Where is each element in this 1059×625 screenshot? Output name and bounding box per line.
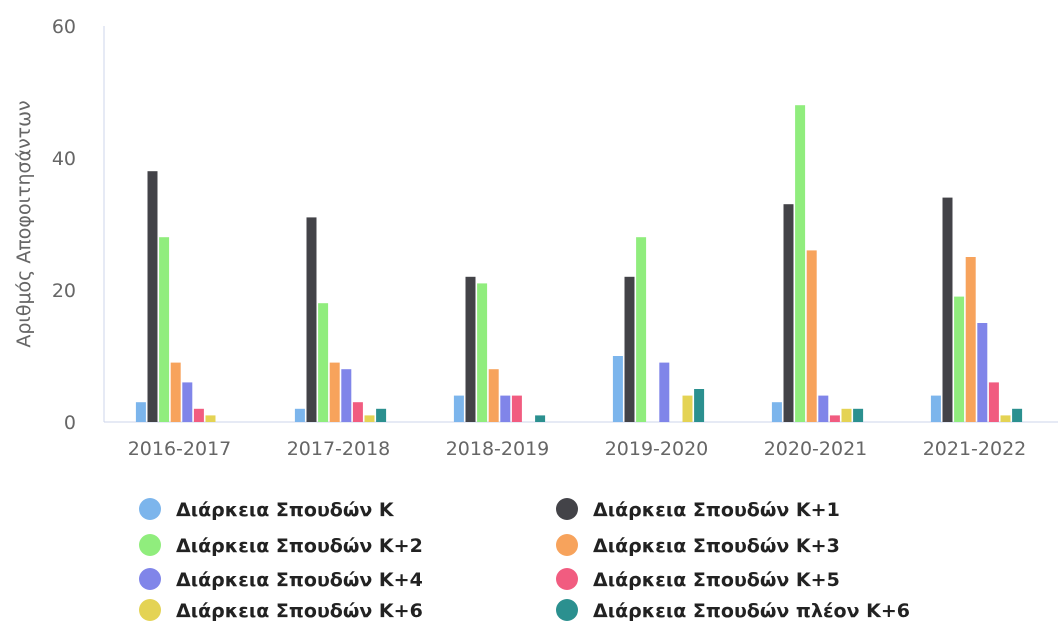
x-tick-label: 2020-2021 (764, 438, 868, 460)
bar-2019-2020-series-7[interactable] (682, 395, 693, 422)
legend-label: Διάρκεια Σπουδών Κ (176, 499, 395, 521)
legend-label: Διάρκεια Σπουδών Κ+3 (593, 535, 840, 557)
legend-marker (139, 599, 161, 621)
legend-label: Διάρκεια Σπουδών πλέον Κ+6 (593, 600, 910, 621)
legend-label: Διάρκεια Σπουδών Κ+2 (176, 535, 423, 557)
bar-2019-2020-series-2[interactable] (624, 276, 635, 422)
x-tick-label: 2019-2020 (605, 438, 709, 460)
bar-2017-2018-series-1[interactable] (294, 408, 305, 422)
bar-2021-2022-series-1[interactable] (930, 395, 941, 422)
bar-2017-2018-series-4[interactable] (329, 362, 340, 422)
bar-2019-2020-series-1[interactable] (612, 356, 623, 422)
bar-2017-2018-series-8[interactable] (376, 408, 387, 422)
bar-2020-2021-series-7[interactable] (841, 408, 852, 422)
legend-marker (139, 498, 161, 520)
legend-label: Διάρκεια Σπουδών Κ+4 (176, 569, 423, 591)
bar-2020-2021-series-5[interactable] (818, 395, 829, 422)
bar-2021-2022-series-5[interactable] (977, 323, 988, 422)
legend-marker (556, 498, 578, 520)
bar-2018-2019-series-3[interactable] (477, 283, 488, 422)
bar-2019-2020-series-5[interactable] (659, 362, 670, 422)
bar-2021-2022-series-3[interactable] (954, 296, 965, 422)
bar-2020-2021-series-6[interactable] (829, 415, 840, 422)
y-axis-title: Αριθμός Αποφοιτησάντων (13, 100, 35, 347)
bar-2020-2021-series-3[interactable] (795, 105, 806, 422)
bar-2021-2022-series-7[interactable] (1000, 415, 1011, 422)
legend-item[interactable]: Διάρκεια Σπουδών Κ (139, 498, 395, 521)
bar-2018-2019-series-6[interactable] (511, 395, 522, 422)
bar-2018-2019-series-4[interactable] (488, 369, 499, 422)
y-axis-ticks: 0 20 40 60 (52, 16, 76, 434)
y-tick-label: 0 (64, 412, 76, 434)
legend-item[interactable]: Διάρκεια Σπουδών Κ+1 (556, 498, 840, 521)
bar-2018-2019-series-8[interactable] (535, 415, 546, 422)
bar-2017-2018-series-5[interactable] (341, 369, 352, 422)
bar-2016-2017-series-4[interactable] (170, 362, 181, 422)
bar-2018-2019-series-5[interactable] (500, 395, 511, 422)
bar-2020-2021-series-8[interactable] (853, 408, 864, 422)
bar-2016-2017-series-5[interactable] (182, 382, 193, 422)
bar-2016-2017-series-6[interactable] (193, 408, 204, 422)
bar-2019-2020-series-8[interactable] (694, 389, 705, 422)
bar-2020-2021-series-1[interactable] (771, 402, 782, 422)
bar-2021-2022-series-4[interactable] (965, 257, 976, 422)
x-tick-label: 2017-2018 (287, 438, 391, 460)
bar-2020-2021-series-2[interactable] (783, 204, 794, 422)
bar-2020-2021-series-4[interactable] (806, 250, 817, 422)
bar-2017-2018-series-6[interactable] (352, 402, 363, 422)
bar-2017-2018-series-3[interactable] (318, 303, 329, 422)
bar-2016-2017-series-7[interactable] (205, 415, 216, 422)
bar-2019-2020-series-3[interactable] (636, 237, 647, 422)
bar-2018-2019-series-1[interactable] (453, 395, 464, 422)
bars-group (135, 105, 1023, 422)
bar-2021-2022-series-2[interactable] (942, 197, 953, 422)
bar-2016-2017-series-3[interactable] (159, 237, 170, 422)
legend-marker (556, 568, 578, 590)
legend-marker (556, 599, 578, 621)
legend-label: Διάρκεια Σπουδών Κ+5 (593, 569, 840, 591)
bar-2016-2017-series-1[interactable] (135, 402, 146, 422)
legend-label: Διάρκεια Σπουδών Κ+1 (593, 499, 840, 521)
legend: Διάρκεια Σπουδών Κ Διάρκεια Σπουδών Κ+1 Δι… (139, 498, 910, 622)
y-tick-label: 60 (52, 16, 76, 38)
bar-2018-2019-series-2[interactable] (465, 276, 476, 422)
legend-marker (139, 534, 161, 556)
x-axis-ticks: 2016-2017 2017-2018 2018-2019 2019-2020 2020… (128, 438, 1027, 460)
legend-item[interactable]: Διάρκεια Σπουδών Κ+3 (556, 534, 840, 557)
bar-2017-2018-series-7[interactable] (364, 415, 375, 422)
legend-item[interactable]: Διάρκεια Σπουδών Κ+2 (139, 534, 423, 557)
bar-2016-2017-series-2[interactable] (147, 171, 158, 422)
legend-item[interactable]: Διάρκεια Σπουδών Κ+6 (139, 599, 423, 622)
legend-marker (139, 568, 161, 590)
x-tick-label: 2021-2022 (923, 438, 1027, 460)
legend-item[interactable]: Διάρκεια Σπουδών Κ+5 (556, 568, 840, 591)
bar-2017-2018-series-2[interactable] (306, 217, 317, 422)
bar-2021-2022-series-8[interactable] (1012, 408, 1023, 422)
y-tick-label: 20 (52, 280, 76, 302)
x-tick-label: 2018-2019 (446, 438, 550, 460)
y-tick-label: 40 (52, 148, 76, 170)
legend-item[interactable]: Διάρκεια Σπουδών πλέον Κ+6 (556, 599, 910, 622)
x-tick-label: 2016-2017 (128, 438, 232, 460)
bar-2021-2022-series-6[interactable] (988, 382, 999, 422)
legend-marker (556, 534, 578, 556)
legend-label: Διάρκεια Σπουδών Κ+6 (176, 600, 423, 621)
legend-item[interactable]: Διάρκεια Σπουδών Κ+4 (139, 568, 423, 591)
